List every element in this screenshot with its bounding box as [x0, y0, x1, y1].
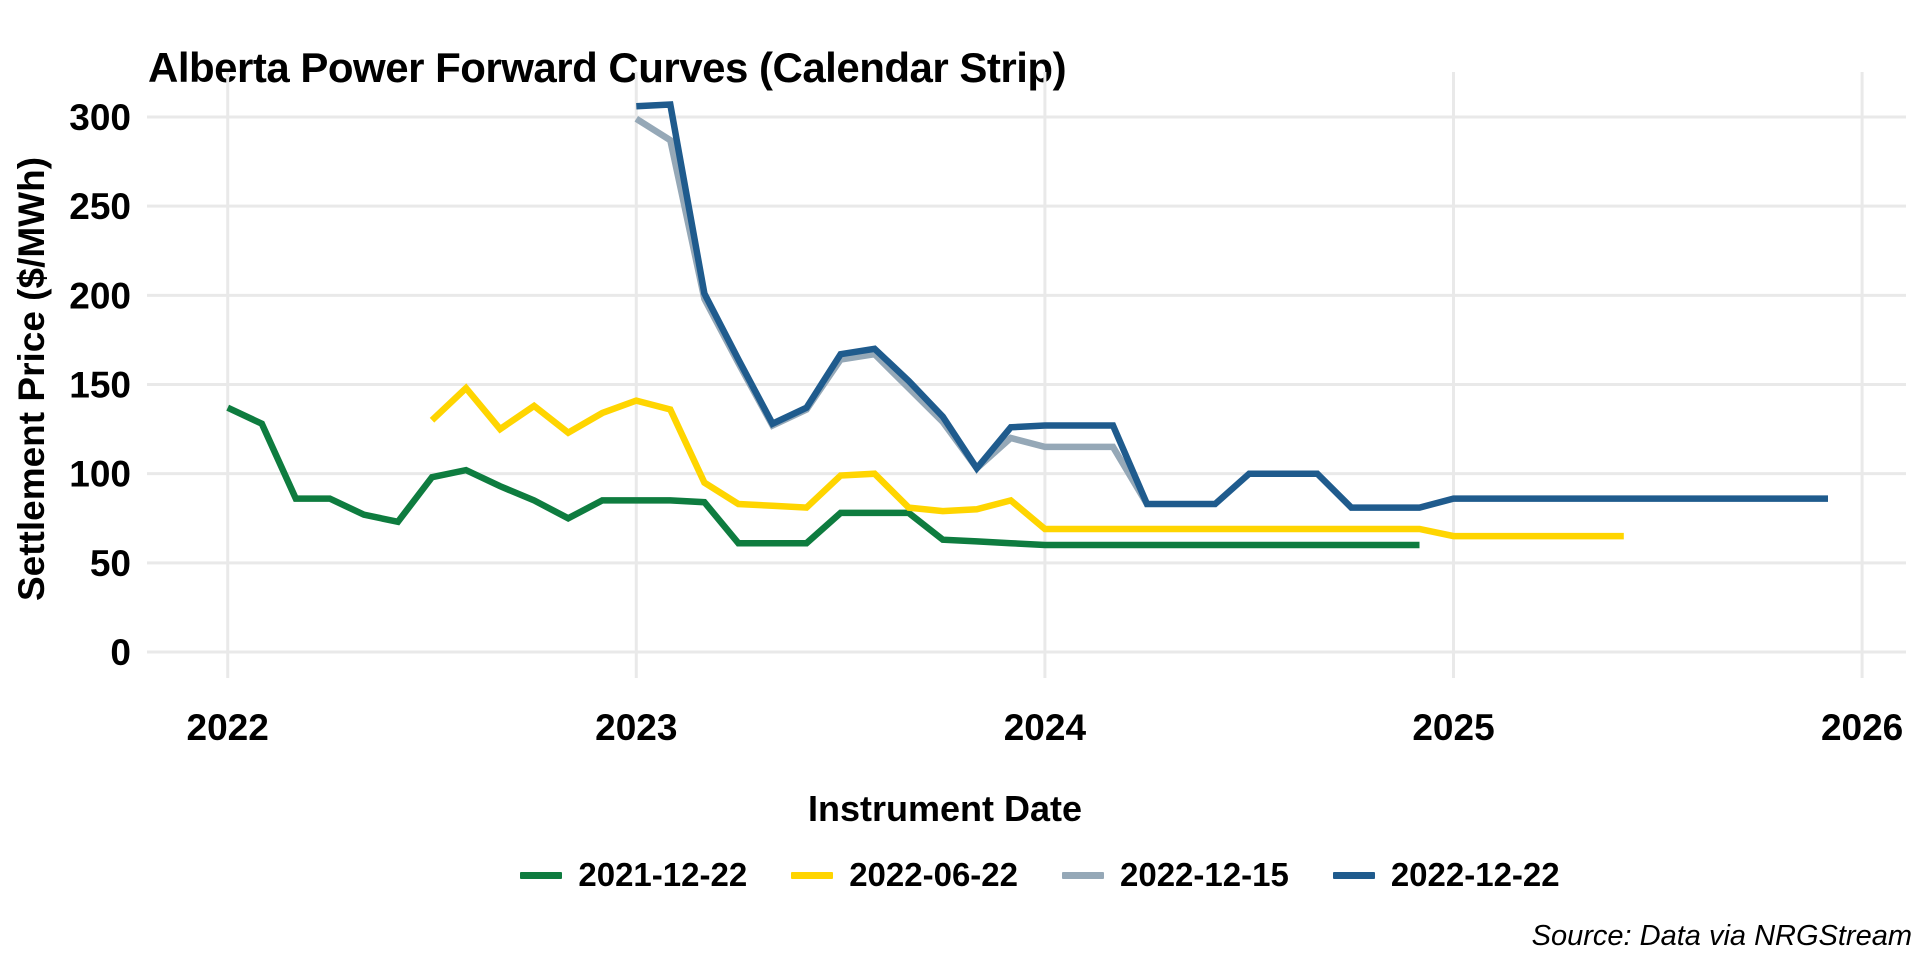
x-tick-label: 2023	[595, 707, 677, 748]
y-tick-label: 50	[90, 543, 131, 584]
legend-item-2022-12-22: 2022-12-22	[1332, 856, 1560, 894]
legend-swatch-yellow-icon	[791, 871, 834, 879]
y-tick-label: 250	[69, 186, 131, 227]
y-axis-title: Settlement Price ($/MWh)	[11, 156, 52, 602]
legend-label: 2022-12-15	[1120, 856, 1289, 893]
x-tick-label: 2026	[1821, 707, 1903, 748]
series-line-2022-12-22	[636, 101, 1828, 511]
legend-item-2022-12-15: 2022-12-15	[1062, 856, 1289, 894]
legend-item-2021-12-22: 2021-12-22	[520, 856, 747, 894]
y-tick-label: 150	[69, 365, 131, 406]
y-tick-label: 300	[69, 97, 131, 138]
y-tick-label: 100	[69, 454, 131, 495]
source-note: Source: Data via NRGStream	[1531, 920, 1912, 952]
legend-swatch-blue-icon	[1332, 871, 1375, 879]
y-tick-label: 0	[110, 632, 131, 673]
legend-swatch-green-icon	[520, 871, 563, 879]
series-line-2022-06-22	[429, 383, 1624, 540]
x-tick-label: 2024	[1004, 707, 1087, 748]
legend-label: 2021-12-22	[578, 856, 748, 893]
legend-label: 2022-06-22	[849, 856, 1018, 893]
x-tick-label: 2022	[187, 707, 269, 748]
series-line-2021-12-22	[226, 404, 1420, 549]
x-tick-label: 2025	[1412, 707, 1494, 748]
chart-legend: 2021-12-22 2022-06-22 2022-12-15 2022-12…	[160, 856, 1920, 894]
legend-swatch-gray-icon	[1062, 871, 1104, 879]
x-axis-title: Instrument Date	[807, 788, 1083, 829]
y-tick-label: 200	[69, 275, 131, 316]
chart-title: Alberta Power Forward Curves (Calendar S…	[148, 44, 1067, 92]
legend-label: 2022-12-22	[1390, 856, 1560, 893]
legend-item-2022-06-22: 2022-06-22	[791, 856, 1018, 894]
